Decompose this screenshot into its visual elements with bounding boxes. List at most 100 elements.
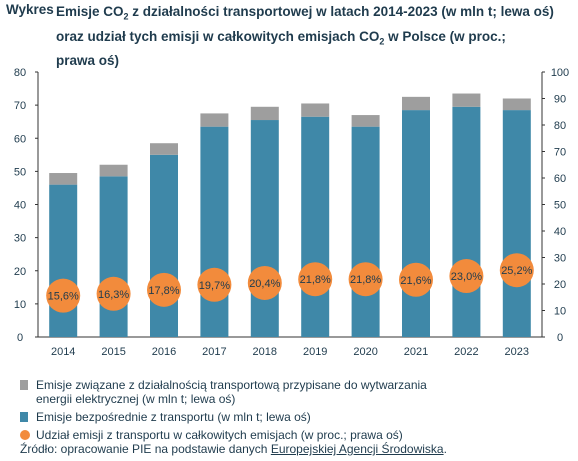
right-tick-label: 80 bbox=[554, 120, 566, 132]
legend-label-electricity-1: Emisje związane z działalnością transpor… bbox=[36, 378, 427, 392]
source-link[interactable]: Europejskiej Agencji Środowiska bbox=[270, 442, 444, 456]
bar-direct bbox=[200, 126, 229, 337]
right-tick-label: 30 bbox=[554, 253, 566, 265]
right-tick-label: 40 bbox=[554, 226, 566, 238]
right-tick-label: 0 bbox=[557, 332, 563, 344]
x-tick-label: 2014 bbox=[51, 346, 75, 358]
x-tick-label: 2016 bbox=[152, 346, 176, 358]
bar-electricity bbox=[452, 93, 481, 107]
bar-electricity bbox=[402, 96, 430, 111]
bar-electricity bbox=[150, 143, 178, 155]
bar-electricity bbox=[250, 106, 279, 121]
source-note: Źródło: opracowanie PIE na podstawie dan… bbox=[20, 442, 447, 456]
title-line-1: Emisje CO2 z działalności transportowej … bbox=[56, 2, 556, 27]
share-data-label: 21,8% bbox=[350, 274, 381, 286]
bar-direct bbox=[402, 110, 430, 337]
left-tick-label: 20 bbox=[14, 266, 26, 278]
legend-swatch-direct bbox=[20, 412, 28, 422]
right-tick-label: 100 bbox=[551, 67, 569, 79]
bar-direct bbox=[250, 120, 279, 337]
legend-swatch-share bbox=[20, 430, 30, 440]
bar-electricity bbox=[502, 98, 531, 111]
bar-electricity bbox=[200, 113, 229, 127]
title-line-2-sub: 2 bbox=[379, 36, 385, 47]
share-data-label: 16,3% bbox=[98, 289, 129, 301]
left-tick-label: 40 bbox=[14, 200, 26, 212]
right-tick-label: 60 bbox=[554, 173, 566, 185]
share-marker bbox=[449, 259, 484, 294]
share-marker bbox=[96, 276, 131, 311]
share-data-label: 23,0% bbox=[451, 271, 482, 283]
x-tick-label: 2015 bbox=[101, 346, 125, 358]
bar-direct bbox=[351, 126, 380, 337]
right-tick-label: 10 bbox=[554, 306, 566, 318]
left-tick-label: 80 bbox=[14, 67, 26, 79]
legend-item-direct: Emisje bezpośrednie z transportu (w mln … bbox=[20, 410, 560, 424]
share-data-label: 20,4% bbox=[249, 278, 280, 290]
bar-chart: 0 10 20 30 40 50 60 70 80 0 10 20 30 40 50 60 70 80 90 100 2… bbox=[14, 67, 569, 358]
bar-electricity bbox=[99, 164, 128, 177]
left-tick-label: 70 bbox=[14, 100, 26, 112]
source-prefix: Źródło: opracowanie PIE na podstawie dan… bbox=[20, 442, 271, 456]
left-tick-label: 10 bbox=[14, 299, 26, 311]
x-tick-label: 2019 bbox=[303, 346, 327, 358]
share-marker bbox=[247, 265, 282, 300]
x-tick-label: 2022 bbox=[454, 346, 478, 358]
left-tick-label: 50 bbox=[14, 166, 26, 178]
title-line-1-sub: 2 bbox=[123, 11, 129, 22]
legend-label-share: Udział emisji z transportu w całkowitych… bbox=[36, 428, 403, 442]
source-suffix: . bbox=[443, 442, 447, 456]
share-marker bbox=[399, 262, 433, 297]
legend-label-electricity-2: energii elektrycznej (w mln t; lewa oś) bbox=[36, 392, 236, 406]
figure-prefix: Wykres bbox=[6, 2, 54, 17]
share-marker bbox=[298, 262, 333, 297]
legend-swatch-electricity bbox=[20, 380, 28, 390]
share-data-label: 15,6% bbox=[48, 291, 79, 303]
bar-direct bbox=[301, 116, 330, 337]
chart-legend: Emisje związane z działalnością transpor… bbox=[20, 378, 560, 446]
right-tick-label: 70 bbox=[554, 147, 566, 159]
title-line-2-a: oraz udział tych emisji w całkowitych em… bbox=[56, 28, 380, 44]
legend-item-share: Udział emisji z transportu w całkowitych… bbox=[20, 428, 560, 442]
share-data-label: 25,2% bbox=[501, 265, 532, 277]
x-tick-label: 2021 bbox=[404, 346, 428, 358]
share-data-label: 21,8% bbox=[300, 274, 331, 286]
bar-direct bbox=[502, 110, 531, 337]
title-line-1-a: Emisje CO bbox=[56, 4, 124, 19]
right-tick-label: 20 bbox=[554, 279, 566, 291]
share-data-label: 17,8% bbox=[148, 285, 179, 297]
right-tick-label: 90 bbox=[554, 94, 566, 106]
title-line-2-b: w Polsce (w proc.; bbox=[384, 28, 506, 44]
left-tick-label: 30 bbox=[14, 233, 26, 245]
chart-title: Emisje CO2 z działalności transportowej … bbox=[56, 2, 556, 71]
bar-electricity bbox=[49, 173, 78, 185]
share-marker bbox=[46, 278, 81, 313]
bar-direct bbox=[150, 154, 178, 337]
share-data-label: 21,6% bbox=[400, 275, 431, 287]
bar-direct bbox=[99, 176, 128, 337]
share-marker bbox=[348, 262, 383, 297]
title-line-1-b: z działalności transportowej w latach 20… bbox=[128, 4, 554, 19]
bar-electricity bbox=[301, 103, 330, 117]
x-tick-label: 2020 bbox=[353, 346, 377, 358]
chart-share-markers: 15,6% 16,3% 17,8% 19,7% 20,4% 21,8% 21,8% 21,6%… bbox=[46, 253, 534, 313]
share-marker bbox=[499, 253, 534, 288]
x-tick-label: 2018 bbox=[253, 346, 277, 358]
title-line-2: oraz udział tych emisji w całkowitych em… bbox=[56, 27, 556, 52]
x-tick-label: 2017 bbox=[202, 346, 226, 358]
share-marker bbox=[147, 272, 181, 307]
chart-axes: 0 10 20 30 40 50 60 70 80 0 10 20 30 40 50 60 70 80 90 100 2… bbox=[14, 67, 569, 358]
x-tick-label: 2023 bbox=[505, 346, 529, 358]
right-tick-label: 50 bbox=[554, 200, 566, 212]
bar-electricity bbox=[351, 115, 380, 127]
bar-direct bbox=[49, 184, 78, 337]
legend-label-direct: Emisje bezpośrednie z transportu (w mln … bbox=[36, 410, 311, 424]
share-marker bbox=[197, 267, 232, 302]
share-data-label: 19,7% bbox=[199, 280, 230, 292]
left-tick-label: 0 bbox=[17, 332, 23, 344]
left-tick-label: 60 bbox=[14, 133, 26, 145]
title-line-3: prawa oś) bbox=[56, 53, 120, 69]
bar-direct bbox=[452, 106, 481, 337]
legend-item-electricity: Emisje związane z działalnością transpor… bbox=[20, 378, 560, 406]
